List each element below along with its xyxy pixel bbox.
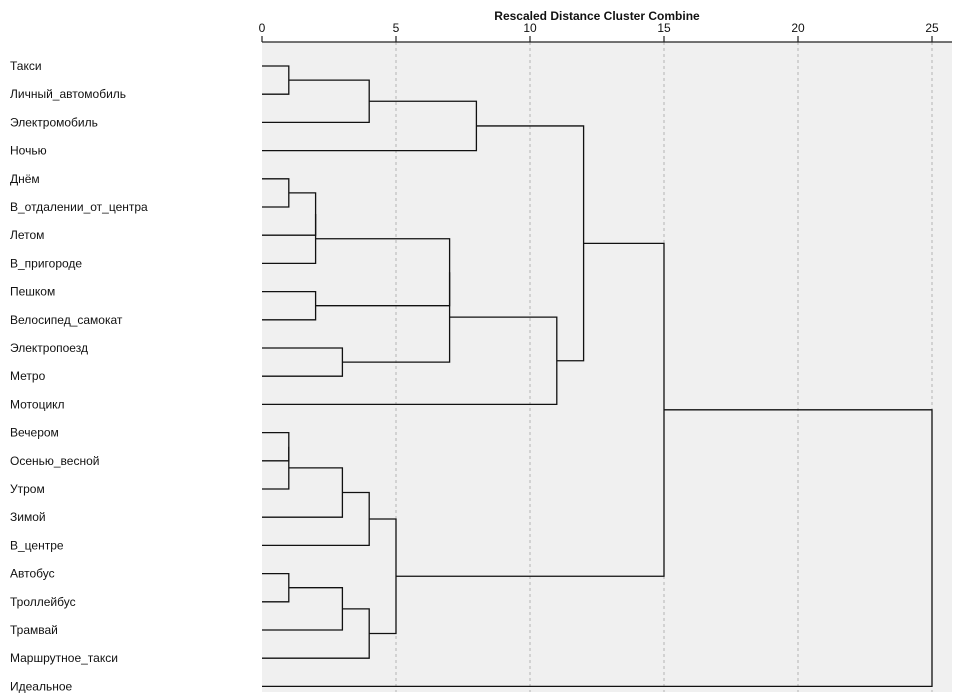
- dendrogram-link: [262, 446, 290, 490]
- case-label: Летом: [10, 228, 44, 242]
- tick-label: 15: [657, 21, 671, 35]
- case-label: Такси: [10, 59, 42, 73]
- case-label: В_центре: [10, 538, 64, 552]
- case-label: Пешком: [10, 285, 55, 299]
- case-label: Личный_автомобиль: [10, 87, 126, 101]
- case-label: Электропоезд: [10, 341, 88, 355]
- case-label: Ночью: [10, 144, 47, 158]
- case-label: Троллейбус: [10, 595, 76, 609]
- case-label: В_пригороде: [10, 256, 82, 270]
- distance-axis: Rescaled Distance Cluster Combine: [262, 9, 952, 43]
- case-label: Идеальное: [10, 679, 73, 693]
- tick-label: 0: [259, 21, 266, 35]
- case-label: Автобус: [10, 567, 55, 581]
- case-label: Мотоцикл: [10, 397, 65, 411]
- dendrogram-link: [262, 409, 933, 688]
- axis-title: Rescaled Distance Cluster Combine: [494, 9, 700, 23]
- case-label: Электромобиль: [10, 115, 98, 129]
- case-label: В_отдалении_от_центра: [10, 200, 148, 214]
- dendrogram-link: [342, 272, 451, 363]
- case-label: Вечером: [10, 426, 59, 440]
- tick-label: 5: [393, 21, 400, 35]
- dendrogram-links: [262, 65, 933, 688]
- plot-background: [262, 42, 952, 692]
- case-label: Велосипед_самокат: [10, 313, 123, 327]
- case-labels: Такси Личный_автомобиль Электромобиль Ночью…: [10, 59, 148, 693]
- tick-label: 25: [925, 21, 939, 35]
- case-label: Утром: [10, 482, 45, 496]
- case-label: Метро: [10, 369, 46, 383]
- case-label: Трамвай: [10, 623, 58, 637]
- case-label: Маршрутное_такси: [10, 651, 118, 665]
- tick-label: 20: [791, 21, 805, 35]
- case-label: Днём: [10, 172, 40, 186]
- case-label: Осенью_весной: [10, 454, 99, 468]
- axis-ticks: 0 5 10 15 20 25: [259, 21, 939, 42]
- tick-label: 10: [523, 21, 537, 35]
- case-label: Зимой: [10, 510, 46, 524]
- dendrogram-link: [262, 214, 317, 265]
